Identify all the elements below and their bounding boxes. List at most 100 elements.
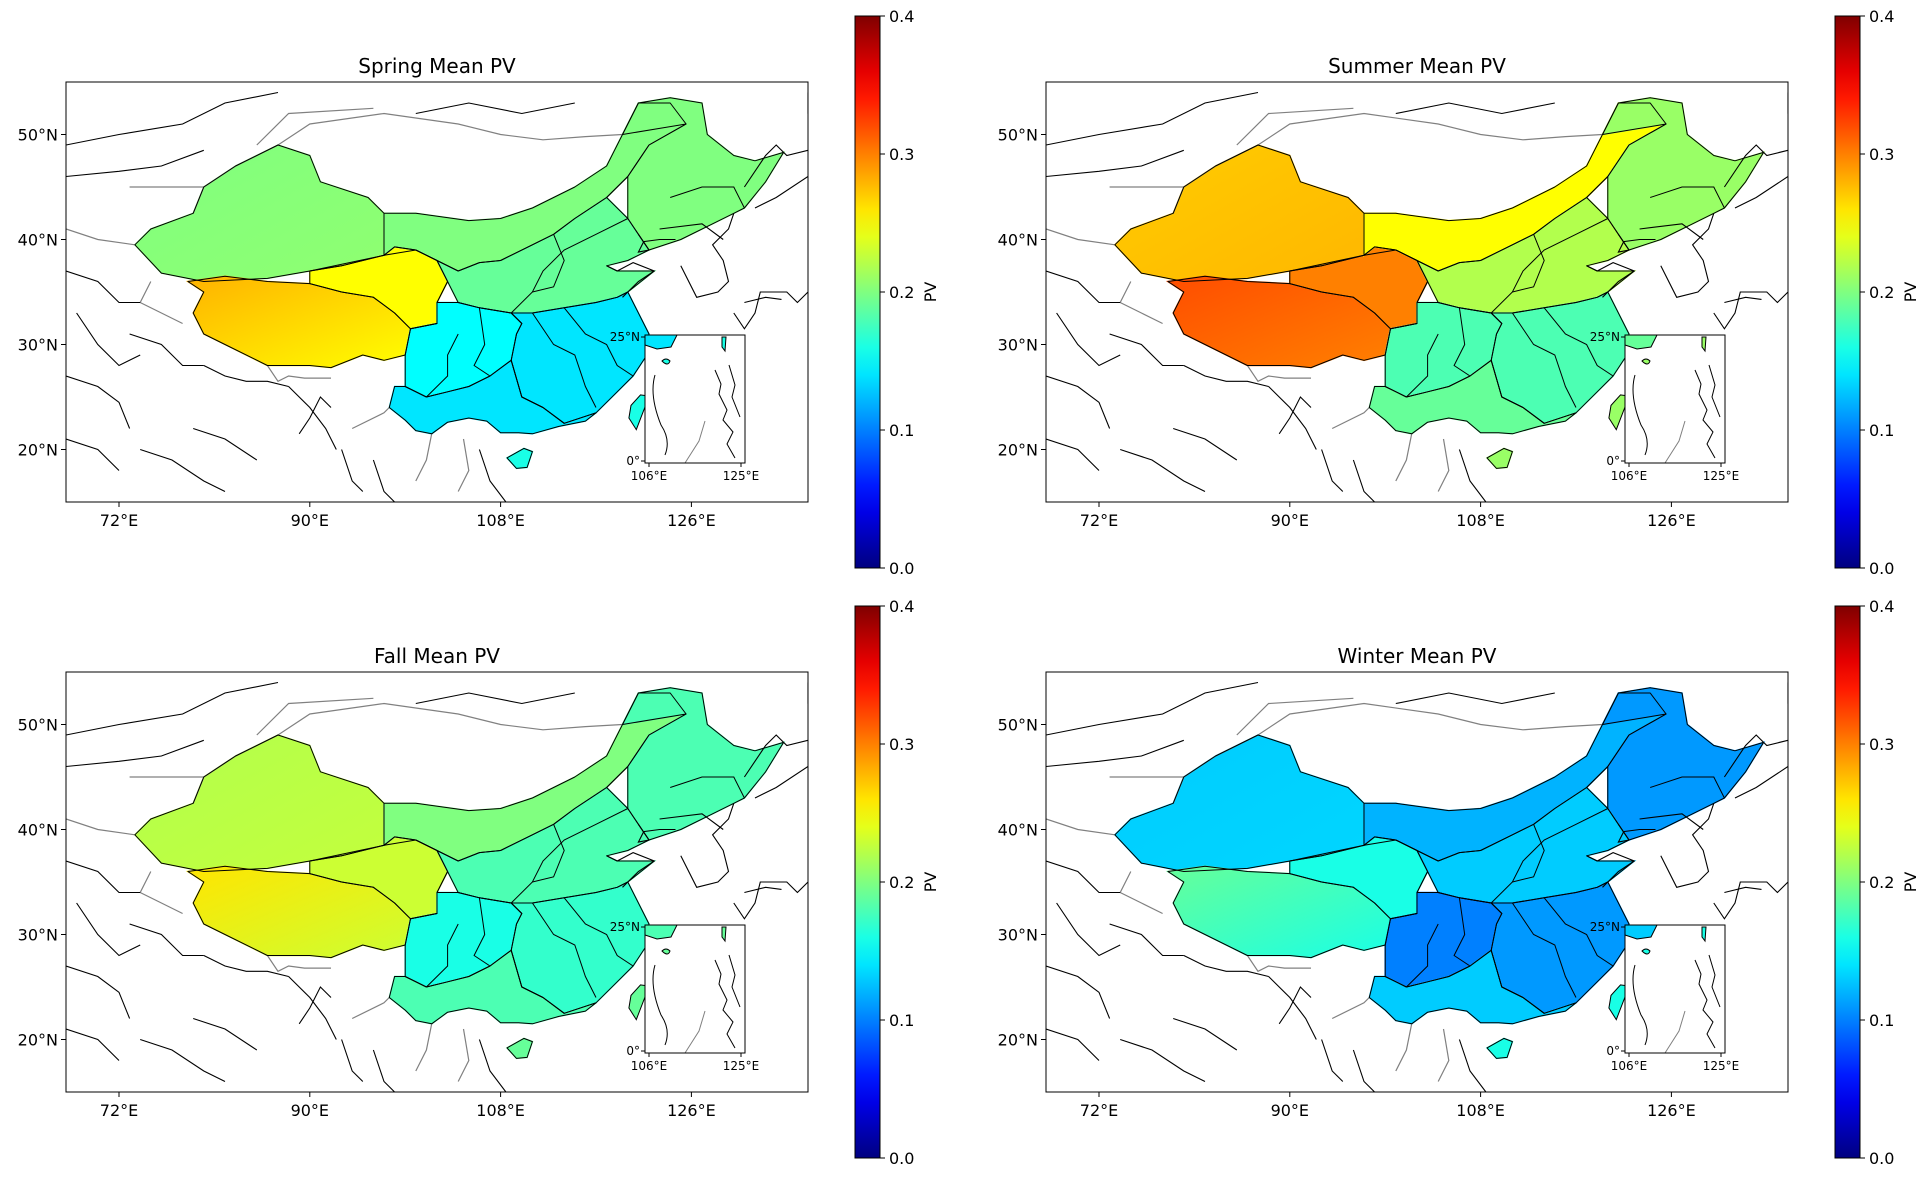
coastline-border — [1787, 92, 1788, 115]
x-tick-label: 72°E — [100, 1101, 138, 1120]
coastline-border — [66, 1028, 120, 1061]
inset-x-tick-label: 106°E — [631, 469, 668, 483]
province-border — [1490, 808, 1609, 904]
coastline-border — [203, 955, 289, 978]
colorbar-tick-label: 0.4 — [889, 597, 914, 616]
coastline-border — [288, 976, 337, 1040]
coastline-border — [203, 365, 289, 388]
country-border — [1246, 365, 1311, 383]
coastline-border — [680, 213, 735, 298]
country-border — [1437, 438, 1450, 492]
coastline-border — [1046, 1028, 1100, 1061]
inset-islands — [1694, 954, 1721, 1049]
coastline-border — [1046, 149, 1184, 178]
province-border — [1490, 218, 1609, 314]
province-border — [1390, 281, 1429, 330]
province-border — [388, 359, 597, 435]
country-border — [351, 997, 390, 1020]
province-border — [383, 803, 438, 851]
coastline-border — [659, 813, 724, 830]
map-panel: Fall Mean PV 106°E 125°E 25°N 0° 72°E 90°E 108°… — [0, 590, 965, 1180]
province-border — [426, 923, 459, 988]
south-china-sea-inset: 106°E 125°E 25°N 0° — [1590, 920, 1740, 1073]
coastline-border — [1109, 923, 1184, 957]
coastline-border — [288, 386, 337, 450]
province-border — [510, 291, 650, 424]
country-border — [266, 955, 331, 973]
inset-hainan — [661, 948, 671, 955]
country-border — [457, 438, 470, 492]
map-title: Winter Mean PV — [1338, 644, 1497, 668]
map-panel: Winter Mean PV 106°E 125°E 25°N 0° 72°E 90°E 10… — [980, 590, 1931, 1180]
x-tick-label: 72°E — [100, 511, 138, 530]
coastline-border — [1639, 813, 1704, 830]
y-tick-label: 40°N — [18, 821, 58, 840]
map-title: Spring Mean PV — [358, 54, 516, 78]
inset-y-tick-label: 0° — [626, 1044, 640, 1058]
province-border — [1512, 824, 1545, 883]
y-tick-label: 30°N — [18, 336, 58, 355]
colorbar-tick-label: 0.1 — [1869, 1011, 1894, 1030]
map-panel: Summer Mean PV 106°E 125°E 25°N 0° 72°E 90°E 10… — [980, 0, 1931, 590]
coastline-border — [1723, 734, 1788, 778]
inset-coastline — [652, 374, 668, 456]
coastline-border — [1046, 739, 1184, 768]
x-tick-label: 90°E — [1271, 1101, 1309, 1120]
y-tick-label: 20°N — [18, 1031, 58, 1050]
inset-taiwan — [1701, 926, 1707, 943]
map-title: Fall Mean PV — [374, 644, 500, 668]
inset-x-tick-label: 125°E — [723, 1059, 760, 1073]
country-border — [266, 365, 331, 383]
province-border — [506, 447, 533, 469]
province-border — [134, 144, 385, 282]
inset-y-tick-label: 0° — [626, 454, 640, 468]
coastline-border — [1660, 803, 1715, 888]
inset-islands — [714, 364, 741, 459]
coastline-border — [66, 149, 204, 178]
province-border — [510, 950, 565, 1014]
coastline-border — [1713, 881, 1788, 920]
coastline-border — [140, 1038, 226, 1082]
coastline-border — [1046, 91, 1259, 146]
y-tick-label: 20°N — [998, 441, 1038, 460]
inset-hainan — [1641, 948, 1651, 955]
country-border — [351, 407, 390, 430]
map-panel-svg: Winter Mean PV 106°E 125°E 25°N 0° 72°E 90°E 10… — [998, 597, 1920, 1168]
coastline-border — [1046, 681, 1259, 736]
inset-border — [684, 420, 706, 464]
province-border — [383, 213, 438, 261]
colorbar-tick-label: 0.3 — [1869, 145, 1894, 164]
country-border — [1331, 407, 1370, 430]
coastline-border — [66, 965, 131, 1019]
colorbar-tick-label: 0.2 — [1869, 283, 1894, 302]
country-border — [256, 697, 374, 736]
coastline-border — [1458, 1039, 1487, 1092]
coastline-border — [1395, 102, 1555, 115]
coastline-border — [680, 803, 735, 888]
coastline-border — [733, 881, 808, 920]
province-border — [531, 902, 597, 998]
coastline-border — [1787, 682, 1788, 705]
coastline-border — [807, 682, 808, 705]
province-border — [473, 307, 491, 377]
coastline-border — [733, 291, 808, 330]
coastline-border — [478, 1039, 507, 1092]
coastline-border — [66, 681, 279, 736]
map-panel-svg: Summer Mean PV 106°E 125°E 25°N 0° 72°E 90°E 10… — [998, 7, 1920, 578]
x-tick-label: 126°E — [1647, 1101, 1696, 1120]
y-tick-label: 30°N — [18, 926, 58, 945]
province-border — [1406, 923, 1439, 988]
inset-y-tick-label: 25°N — [1590, 920, 1620, 934]
x-tick-label: 108°E — [1456, 1101, 1505, 1120]
coastline-border — [372, 459, 395, 502]
country-border — [1246, 955, 1311, 973]
y-tick-label: 30°N — [998, 926, 1038, 945]
inset-x-tick-label: 125°E — [723, 469, 760, 483]
province-border — [1511, 312, 1577, 408]
province-border — [458, 302, 523, 324]
province-border — [1586, 176, 1609, 198]
coastline-border — [1724, 296, 1762, 304]
colorbar-tick-label: 0.3 — [1869, 735, 1894, 754]
coastline-border — [1046, 270, 1121, 304]
south-china-sea-inset: 106°E 125°E 25°N 0° — [610, 920, 760, 1073]
